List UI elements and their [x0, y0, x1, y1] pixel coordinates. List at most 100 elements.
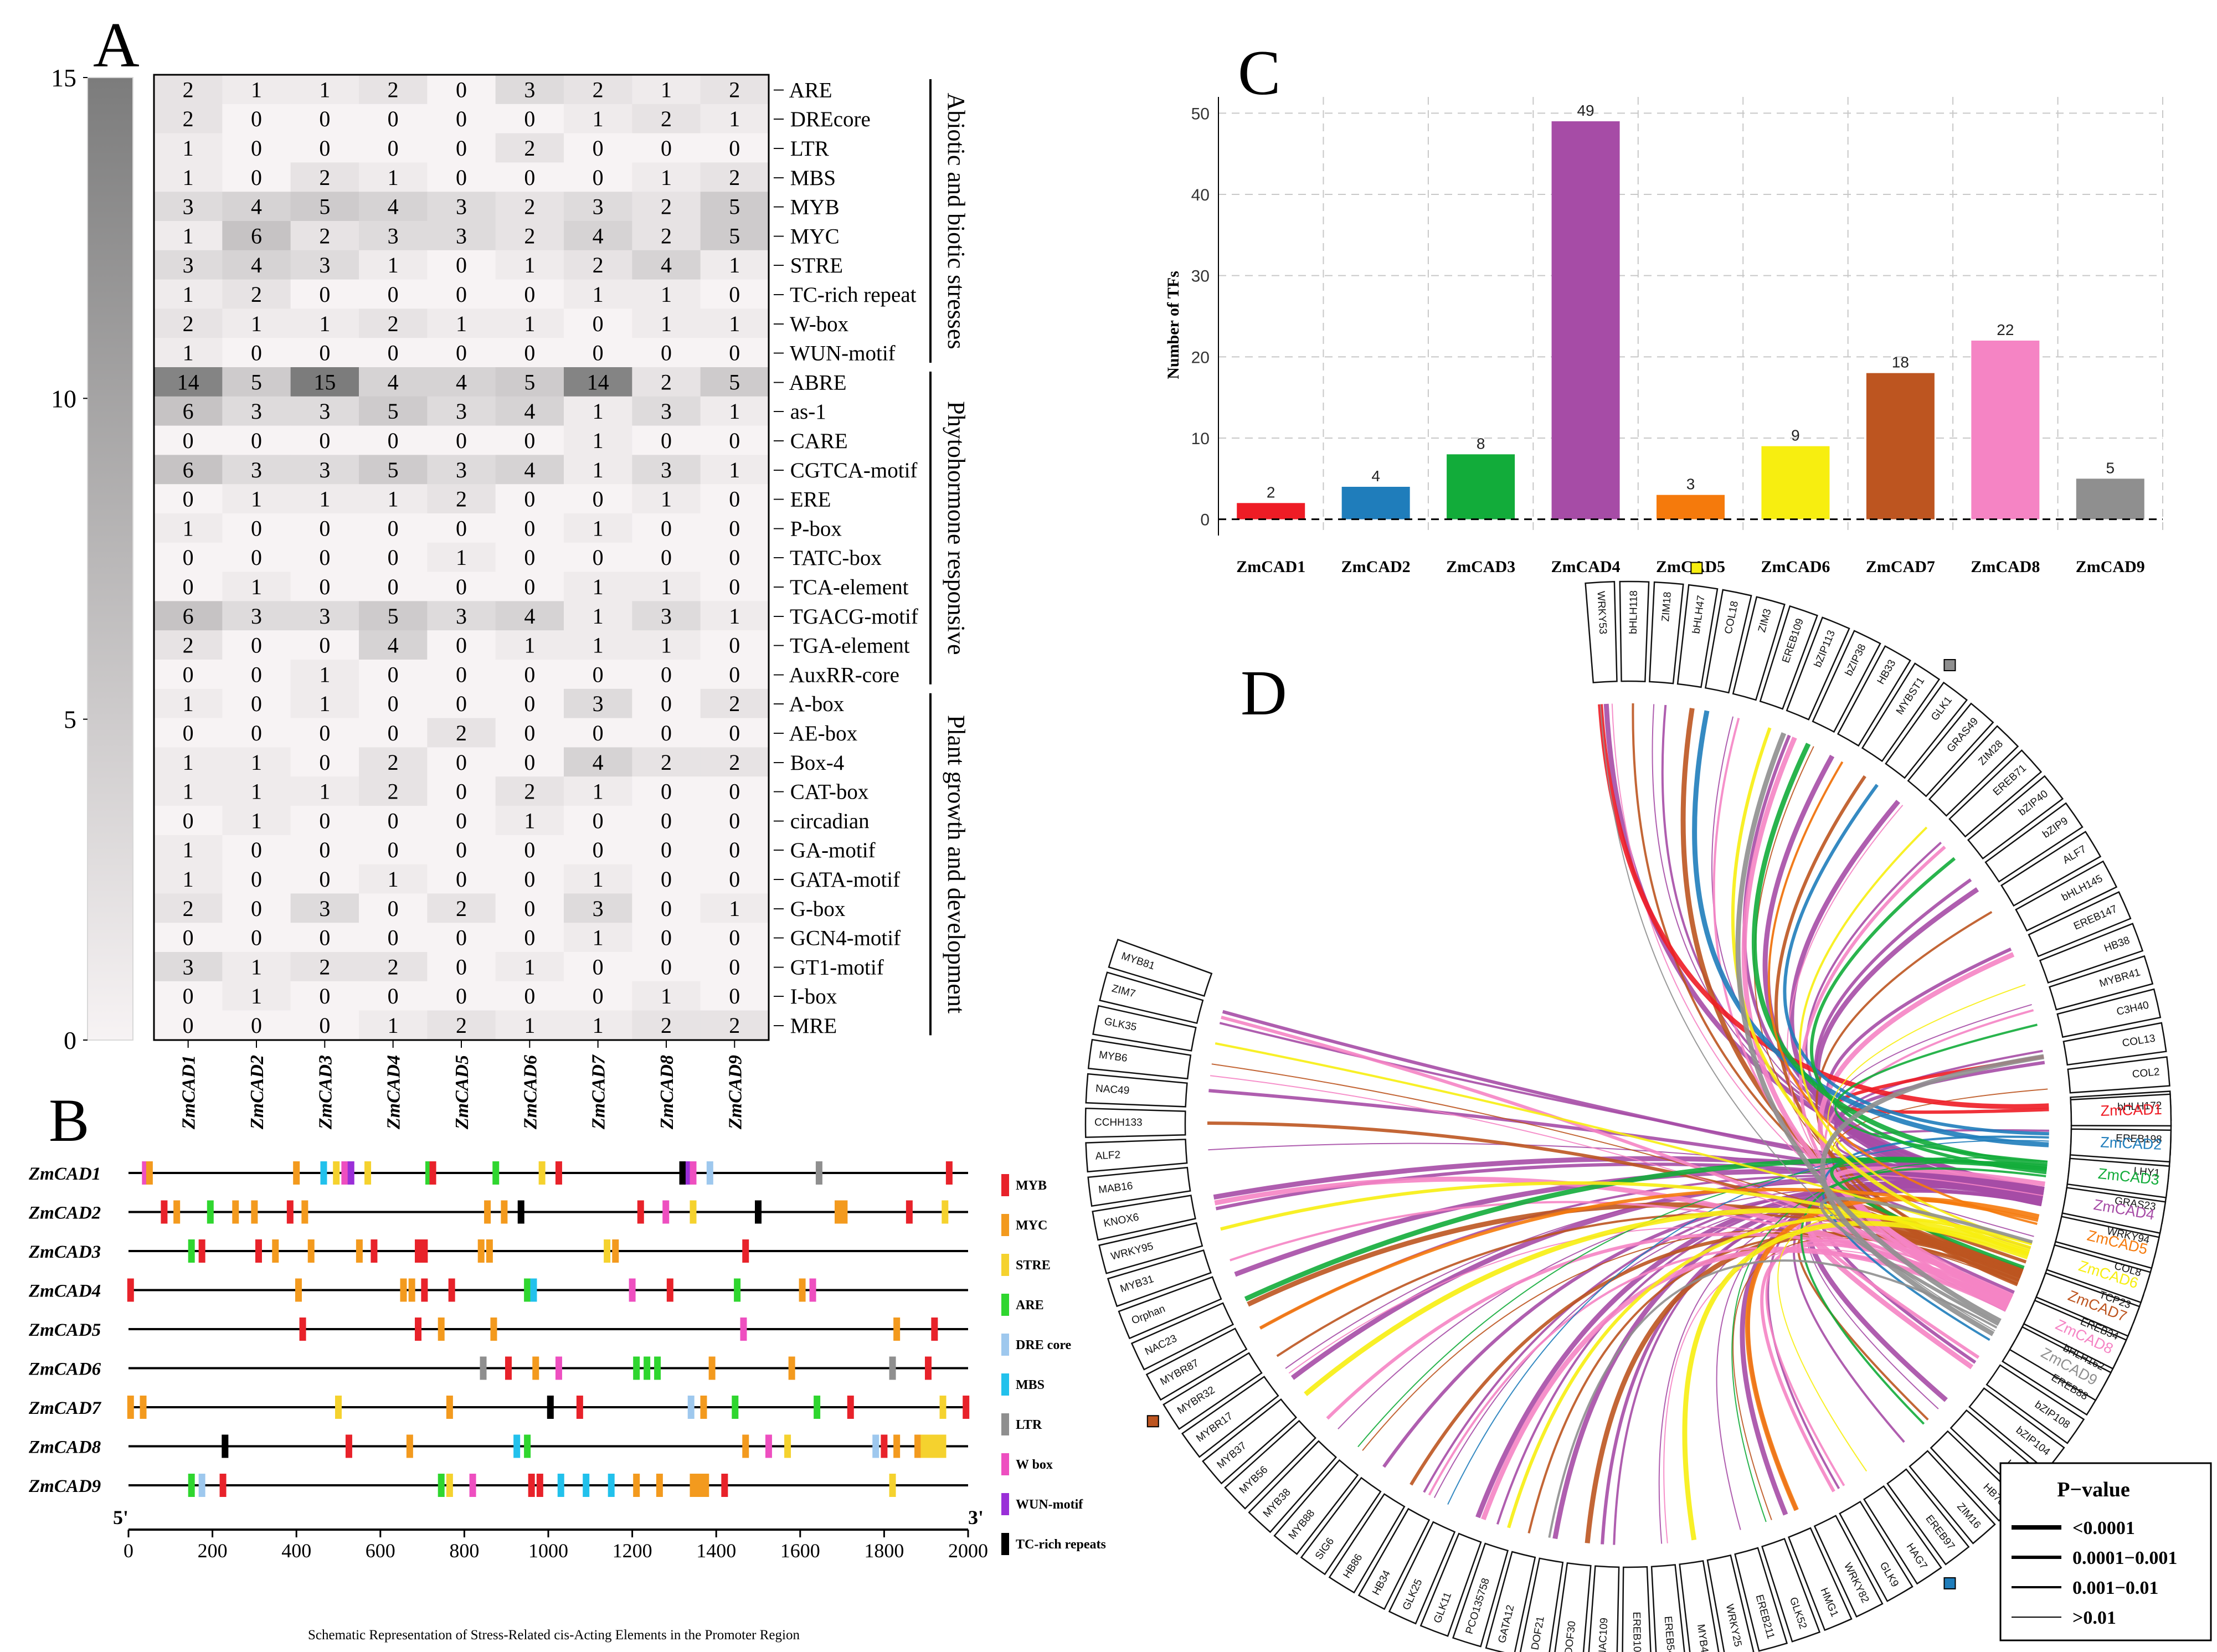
promoter-legend-swatch — [1001, 1294, 1009, 1316]
heatmap-cell-value: 1 — [661, 282, 672, 307]
promoter-gene-label: ZmCAD1 — [28, 1164, 101, 1184]
heatmap-cell-value: 0 — [661, 516, 672, 541]
heatmap-cell — [290, 75, 359, 105]
heatmap-cell — [563, 981, 632, 1011]
promoter-element — [219, 1474, 227, 1497]
heatmap-cell — [427, 104, 496, 134]
promoter-axis-tick-label: 2000 — [948, 1540, 988, 1562]
heatmap-cell-value: 3 — [319, 399, 330, 424]
heatmap-cell-value: 0 — [661, 954, 672, 979]
promoter-element — [408, 1278, 415, 1302]
heatmap-cell-value: 0 — [251, 1013, 262, 1038]
heatmap-cell-value: 1 — [319, 77, 330, 102]
heatmap-cell — [563, 221, 632, 251]
heatmap-cell — [358, 923, 428, 953]
bar-ytick-label: 0 — [1200, 511, 1210, 529]
heatmap-cell-value: 2 — [661, 1013, 672, 1038]
heatmap-cell-value: 0 — [729, 428, 740, 453]
promoter-axis-tick-label: 600 — [366, 1540, 395, 1562]
heatmap-cell — [427, 455, 496, 485]
bar-data-label: 5 — [2106, 459, 2115, 476]
heatmap-cell-value: 1 — [251, 808, 262, 833]
pvalue-legend: P−value <0.0001 0.0001−0.001 0.001−0.01 >0.… — [1999, 1462, 2212, 1641]
chord-tf-sector — [1861, 662, 1941, 763]
heatmap-cell — [358, 864, 428, 894]
heatmap-cell — [154, 425, 223, 455]
heatmap-cell — [290, 455, 359, 485]
heatmap-column-label: ZmCAD4 — [384, 1055, 404, 1130]
chord-tf-sector — [2039, 923, 2144, 984]
promoter-element — [222, 1434, 229, 1458]
heatmap-cell-value: 2 — [388, 954, 399, 979]
chord-tf-sector — [1085, 1073, 1188, 1108]
promoter-element — [146, 1161, 153, 1185]
heatmap-cell-value: 4 — [593, 750, 604, 775]
promoter-element — [927, 1434, 934, 1458]
heatmap-cell-value: 1 — [319, 779, 330, 804]
heatmap-cell-value: 1 — [593, 633, 604, 658]
heatmap-cell-value: 0 — [661, 721, 672, 745]
chord-gene-sector — [2070, 1093, 2172, 1127]
chord-tf-sector — [1759, 605, 1818, 710]
promoter-genes: ZmCAD1 ZmCAD2 ZmCAD3 ZmCAD4 ZmCAD5 ZmCAD6 ZmCA… — [28, 1161, 970, 1497]
heatmap-cell — [632, 455, 701, 485]
chord-tf-label: NAC49 — [1095, 1083, 1130, 1097]
heatmap-cell-value: 0 — [319, 925, 330, 950]
heatmap-cell — [154, 192, 223, 222]
heatmap-cell — [427, 660, 496, 689]
heatmap-cell — [154, 162, 223, 192]
chord-tf-label: WRKY53 — [1594, 591, 1608, 635]
heatmap-cell-value: 2 — [524, 194, 535, 219]
heatmap-cell — [154, 308, 223, 338]
heatmap-cell — [563, 192, 632, 222]
heatmap-cell-value: 4 — [593, 223, 604, 248]
chord-tf-sector — [1224, 1419, 1316, 1510]
heatmap-cell-value: 6 — [183, 604, 194, 629]
chord-tf-sector — [1985, 1364, 2085, 1444]
heatmap-cell — [427, 835, 496, 865]
heatmap-cell — [222, 864, 291, 894]
heatmap-cell-value: 1 — [251, 574, 262, 599]
heatmap-cell-value: 2 — [593, 77, 604, 102]
promoter-element — [690, 1200, 697, 1224]
heatmap-cell — [632, 981, 701, 1011]
chord-tf-sector — [1248, 1440, 1338, 1533]
heatmap-cell — [632, 718, 701, 748]
heatmap-cell — [358, 75, 428, 105]
heatmap-cell — [154, 981, 223, 1011]
heatmap-cell-value: 0 — [661, 341, 672, 366]
chord-link — [1765, 1239, 2013, 1486]
heatmap-cell-value: 1 — [593, 779, 604, 804]
promoter-element — [307, 1239, 315, 1263]
heatmap-cell-value: 1 — [183, 750, 194, 775]
colorbar-tick-label: 0 — [64, 1026, 76, 1054]
heatmap-cell-value: 1 — [524, 253, 535, 277]
heatmap-cell-value: 0 — [388, 282, 399, 307]
promoter-axis-tick-label: 1400 — [696, 1540, 736, 1562]
colorbar-ticks: 0 5 10 15 — [51, 64, 88, 1054]
heatmap-cell — [154, 1010, 223, 1040]
panel-label-a: A — [93, 10, 140, 81]
heatmap-cell — [358, 688, 428, 719]
heatmap-cell — [563, 75, 632, 105]
heatmap-cell-value: 1 — [319, 487, 330, 512]
chord-tf-sector — [1273, 1459, 1359, 1555]
heatmap-cell-value: 2 — [729, 77, 740, 102]
chord-tf-label: ALF2 — [1095, 1149, 1121, 1162]
heatmap-cell — [358, 981, 428, 1011]
bar-data-label: 2 — [1267, 483, 1275, 501]
promoter-legend-label: MYC — [1016, 1218, 1047, 1233]
heatmap-cell — [563, 308, 632, 338]
heatmap-cell — [632, 572, 701, 601]
heatmap-cell-value: 0 — [319, 428, 330, 453]
promoter-gene-label: ZmCAD4 — [28, 1282, 101, 1301]
heatmap-cell — [222, 484, 291, 514]
heatmap-row-label: − P-box — [773, 517, 842, 541]
heatmap-row-label: − LTR — [773, 137, 829, 161]
heatmap-row-label: − MBS — [773, 166, 836, 190]
heatmap-cell-value: 0 — [729, 341, 740, 366]
heatmap-cell-value: 0 — [593, 808, 604, 833]
heatmap-cell — [290, 338, 359, 368]
heatmap-cell-value: 0 — [593, 487, 604, 512]
promoter-element — [345, 1434, 352, 1458]
